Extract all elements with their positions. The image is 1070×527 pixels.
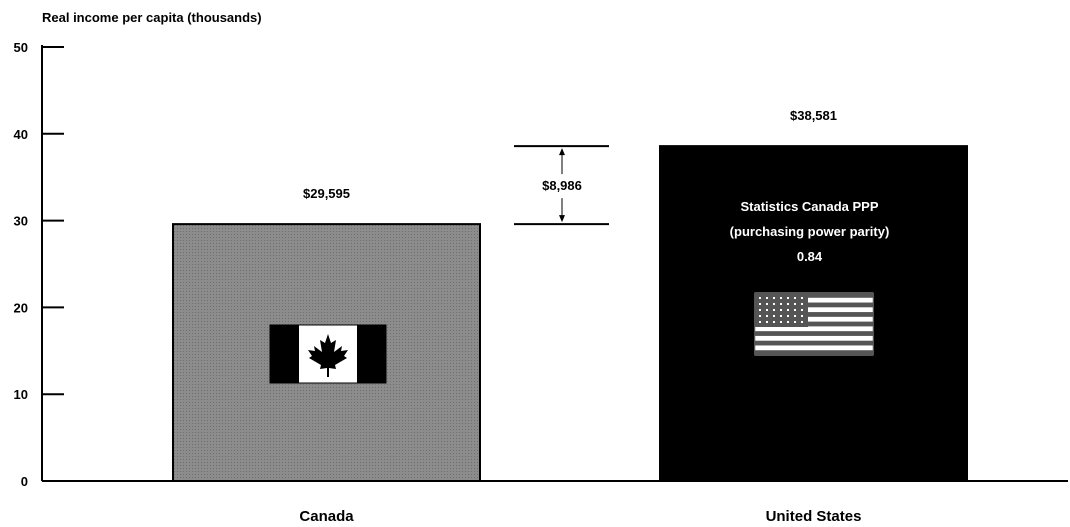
flag-star <box>780 297 782 299</box>
difference-bracket: $8,986 <box>514 145 609 226</box>
flag-star <box>801 315 803 317</box>
y-tick-label: 20 <box>14 300 28 315</box>
flag-star <box>801 303 803 305</box>
flag-stripe <box>755 293 873 298</box>
flag-star <box>759 297 761 299</box>
flag-star <box>780 315 782 317</box>
us-flag-icon <box>754 292 874 356</box>
flag-star <box>794 315 796 317</box>
arrowhead-down-icon <box>559 215 565 223</box>
flag-star <box>773 315 775 317</box>
y-tick-label: 50 <box>14 40 28 55</box>
flag-star <box>766 297 768 299</box>
y-tick-label: 30 <box>14 214 28 229</box>
difference-label: $8,986 <box>542 178 582 193</box>
flag-stripe <box>755 350 873 355</box>
flag-star <box>773 321 775 323</box>
bar-value-label: $38,581 <box>790 108 837 123</box>
x-axis-labels: Canada United States <box>299 508 861 525</box>
flag-star <box>773 297 775 299</box>
arrowhead-up-icon <box>559 148 565 156</box>
flag-star <box>794 309 796 311</box>
y-axis-label: Real income per capita (thousands) <box>42 10 262 25</box>
ppp-annotation-line-2: (purchasing power parity) <box>730 224 890 239</box>
flag-star <box>759 315 761 317</box>
flag-star <box>780 303 782 305</box>
ppp-annotation-line-3: 0.84 <box>797 249 823 264</box>
flag-star <box>801 297 803 299</box>
flag-star <box>780 321 782 323</box>
flag-star <box>787 297 789 299</box>
flag-stripe <box>755 312 873 317</box>
ppp-annotation-line-1: Statistics Canada PPP <box>741 199 879 214</box>
flag-star <box>759 303 761 305</box>
flag-star <box>794 303 796 305</box>
flag-star <box>766 303 768 305</box>
flag-stripe <box>755 340 873 346</box>
flag-stripe <box>755 302 873 308</box>
y-tick-label: 40 <box>14 127 28 142</box>
flag-star <box>794 321 796 323</box>
flag-star <box>766 309 768 311</box>
flag-star <box>759 321 761 323</box>
flag-stripe <box>755 331 873 336</box>
flag-star <box>780 309 782 311</box>
flag-stripe <box>755 321 873 327</box>
bar-value-label: $29,595 <box>303 186 350 201</box>
x-category-label: Canada <box>299 508 354 525</box>
flag-star <box>773 309 775 311</box>
flag-star <box>787 303 789 305</box>
flag-star <box>766 315 768 317</box>
flag-star <box>801 321 803 323</box>
y-tick-label: 0 <box>21 474 28 489</box>
ppp-annotation: Statistics Canada PPP (purchasing power … <box>730 199 890 264</box>
flag-star <box>787 315 789 317</box>
flag-star <box>766 321 768 323</box>
flag-star <box>801 309 803 311</box>
flag-star <box>773 303 775 305</box>
flag-star <box>759 309 761 311</box>
flag-star <box>794 297 796 299</box>
x-category-label: United States <box>766 508 862 525</box>
y-tick-label: 10 <box>14 387 28 402</box>
flag-star <box>787 309 789 311</box>
flag-star <box>787 321 789 323</box>
canada-flag-icon <box>269 324 387 384</box>
